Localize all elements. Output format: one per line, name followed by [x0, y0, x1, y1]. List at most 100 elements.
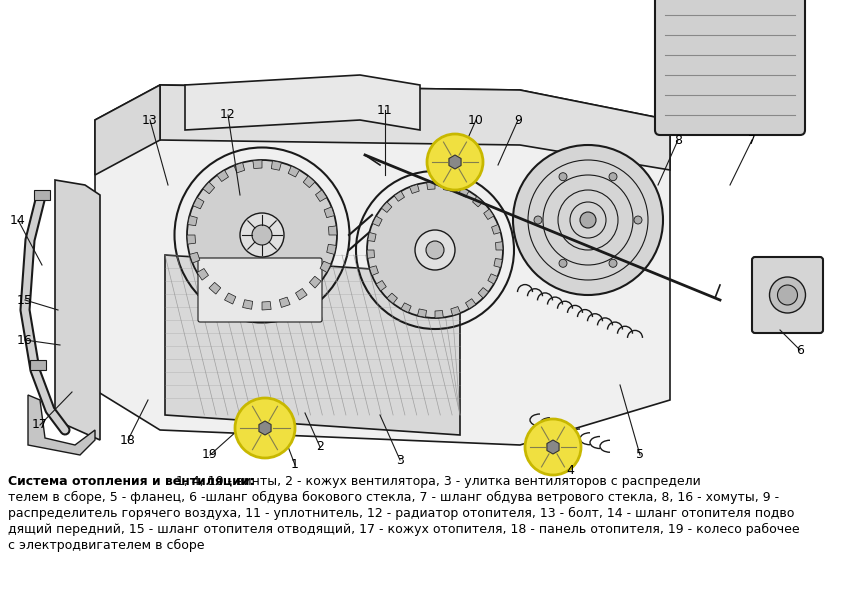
Text: 19: 19 [202, 449, 217, 462]
Text: 4: 4 [566, 464, 573, 477]
Circle shape [425, 241, 444, 259]
Polygon shape [55, 180, 100, 440]
Circle shape [776, 285, 797, 305]
Polygon shape [28, 395, 95, 455]
Polygon shape [376, 281, 386, 291]
Polygon shape [435, 311, 443, 318]
Polygon shape [369, 266, 378, 275]
Text: распределитель горячего воздуха, 11 - уплотнитель, 12 - радиатор отопителя, 13 -: распределитель горячего воздуха, 11 - уп… [8, 507, 793, 520]
Polygon shape [465, 299, 475, 309]
Polygon shape [478, 288, 488, 298]
Polygon shape [193, 198, 204, 209]
Polygon shape [394, 191, 404, 201]
Circle shape [608, 173, 616, 181]
Polygon shape [288, 166, 299, 177]
Polygon shape [242, 300, 252, 309]
Polygon shape [387, 293, 397, 304]
Text: Система отопления и вентиляции:: Система отопления и вентиляции: [8, 475, 254, 488]
Polygon shape [164, 255, 459, 435]
Text: дящий передний, 15 - шланг отопителя отводящий, 17 - кожух отопителя, 18 - панел: дящий передний, 15 - шланг отопителя отв… [8, 523, 798, 536]
Text: 5: 5 [636, 449, 643, 462]
Polygon shape [303, 176, 314, 188]
Polygon shape [309, 276, 320, 288]
Polygon shape [491, 224, 500, 234]
Polygon shape [381, 202, 391, 213]
Polygon shape [367, 233, 376, 242]
Polygon shape [366, 250, 374, 258]
Circle shape [633, 216, 642, 224]
Text: 13: 13 [142, 114, 158, 127]
Polygon shape [160, 85, 669, 170]
Bar [34, 190, 50, 200]
Polygon shape [487, 274, 497, 284]
Polygon shape [189, 252, 199, 263]
Circle shape [769, 277, 804, 313]
Circle shape [558, 173, 567, 181]
Polygon shape [472, 197, 482, 207]
Circle shape [187, 160, 337, 310]
Polygon shape [279, 297, 290, 307]
Circle shape [512, 145, 662, 295]
Polygon shape [326, 244, 336, 255]
Polygon shape [197, 269, 208, 280]
Polygon shape [187, 215, 197, 226]
Polygon shape [328, 226, 337, 235]
Text: 14: 14 [10, 214, 26, 227]
Text: 18: 18 [120, 433, 135, 446]
Circle shape [251, 225, 272, 245]
Circle shape [533, 216, 541, 224]
Polygon shape [409, 184, 418, 194]
Circle shape [558, 259, 567, 268]
FancyBboxPatch shape [654, 0, 804, 135]
Text: 7: 7 [747, 134, 755, 146]
Polygon shape [224, 293, 235, 304]
Text: 9: 9 [514, 114, 521, 127]
Polygon shape [324, 207, 334, 218]
Polygon shape [450, 307, 460, 316]
Text: 11: 11 [377, 104, 393, 117]
Text: 2: 2 [316, 440, 324, 453]
Text: 12: 12 [220, 108, 236, 121]
Polygon shape [320, 261, 331, 272]
Text: 10: 10 [468, 114, 483, 127]
Polygon shape [493, 259, 502, 268]
Text: 3: 3 [395, 453, 404, 466]
Circle shape [608, 259, 616, 268]
Polygon shape [417, 309, 426, 317]
Polygon shape [426, 182, 435, 189]
Polygon shape [262, 301, 271, 310]
Circle shape [366, 182, 503, 318]
Polygon shape [315, 190, 326, 201]
Text: телем в сборе, 5 - фланец, 6 -шланг обдува бокового стекла, 7 - шланг обдува вет: телем в сборе, 5 - фланец, 6 -шланг обду… [8, 491, 778, 504]
Text: 1: 1 [291, 458, 298, 471]
Text: с электродвигателем в сборе: с электродвигателем в сборе [8, 539, 204, 552]
Polygon shape [203, 182, 215, 194]
Polygon shape [483, 209, 493, 220]
Text: 15: 15 [17, 294, 33, 307]
Polygon shape [295, 288, 307, 300]
Circle shape [524, 419, 580, 475]
Polygon shape [372, 216, 382, 226]
Polygon shape [95, 85, 160, 175]
Circle shape [415, 230, 454, 270]
Polygon shape [233, 163, 245, 173]
Text: 8: 8 [673, 134, 682, 146]
Polygon shape [252, 160, 262, 169]
Polygon shape [458, 188, 469, 197]
FancyBboxPatch shape [751, 257, 822, 333]
Bar [30, 360, 46, 370]
Polygon shape [443, 183, 452, 191]
Polygon shape [187, 235, 195, 244]
Circle shape [234, 398, 295, 458]
FancyBboxPatch shape [198, 258, 321, 322]
Circle shape [579, 212, 596, 228]
Polygon shape [495, 242, 503, 250]
Polygon shape [95, 85, 669, 445]
Polygon shape [400, 303, 411, 313]
Polygon shape [185, 75, 419, 130]
Text: 17: 17 [32, 419, 48, 432]
Text: 16: 16 [17, 333, 33, 346]
Circle shape [427, 134, 482, 190]
Text: 1, 4, 10 - винты, 2 - кожух вентилятора, 3 - улитка вентиляторов с распредели: 1, 4, 10 - винты, 2 - кожух вентилятора,… [172, 475, 700, 488]
Text: 6: 6 [795, 343, 803, 356]
